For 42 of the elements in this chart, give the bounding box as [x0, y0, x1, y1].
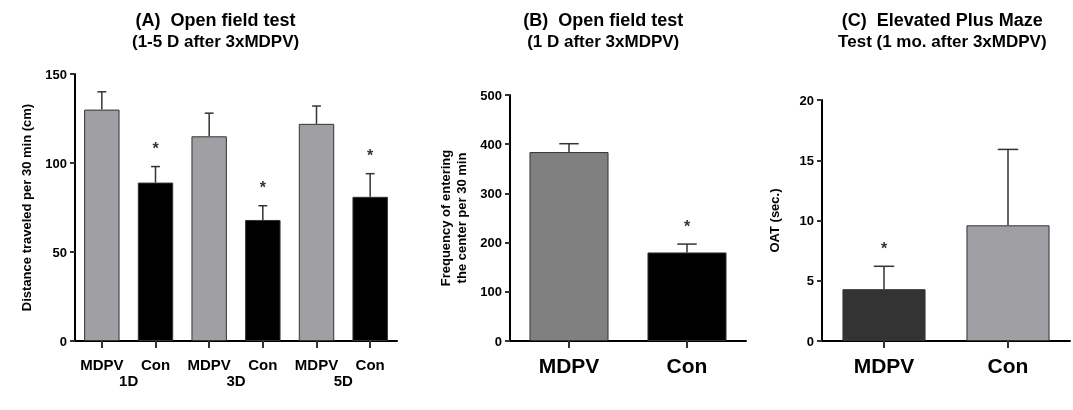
x-tick-label: MDPV: [294, 356, 339, 373]
text: 1D: [119, 371, 139, 389]
x-tick-label: Con: [248, 356, 278, 373]
x-tick-label: Con: [355, 356, 385, 373]
data-label: *: [683, 217, 691, 235]
data-label: *: [367, 147, 375, 165]
text: 5D: [333, 371, 354, 389]
chart-subtitle: Test (1 mo. after 3xMDPV): [838, 32, 1047, 51]
chart-subtitle: (1 D after 3xMDPV): [527, 32, 680, 51]
x-tick-label: MDPV: [80, 356, 124, 373]
chart-title: (C) Elevated Plus Maze: [841, 10, 1043, 30]
y-tick-label: 10: [799, 213, 814, 228]
chart-subtitle: (1-5 D after 3xMDPV): [131, 32, 300, 51]
chart-title: (B) Open field test: [523, 10, 684, 30]
y-tick-label: 150: [45, 66, 67, 82]
y-tick-label: 100: [45, 155, 67, 171]
y-tick-label: 50: [52, 244, 67, 260]
data-label: *: [259, 179, 267, 197]
y-tick-label: 300: [480, 185, 502, 201]
data-label: *: [152, 140, 160, 158]
text: 3D: [226, 371, 246, 389]
y-tick-label: 5: [806, 273, 814, 289]
y-tick-label: 0: [806, 333, 814, 349]
x-tick-label: MDPV: [187, 356, 231, 373]
x-tick-label: MDPV: [538, 354, 600, 377]
y-axis-title: OAT (sec.): [766, 188, 782, 253]
x-tick-label: Con: [987, 354, 1029, 377]
y-tick-label: 100: [480, 284, 502, 300]
y-axis-title: Distance traveled per 30 min (cm): [18, 103, 34, 312]
data-label: *: [880, 239, 888, 257]
chart-title: (A) Open field test: [135, 10, 296, 30]
y-tick-label: 0: [59, 333, 67, 349]
y-tick-label: 20: [799, 92, 814, 108]
y-tick-label: 400: [480, 136, 502, 152]
y-tick-label: 500: [480, 87, 502, 103]
x-tick-label: Con: [666, 354, 708, 377]
x-tick-label: Con: [140, 356, 171, 373]
y-axis-title: Frequency of entering the center per 30 min: [437, 149, 469, 287]
y-tick-label: 200: [480, 235, 502, 251]
y-tick-label: 15: [799, 152, 814, 168]
x-tick-label: MDPV: [853, 354, 915, 377]
y-tick-label: 0: [494, 333, 502, 349]
